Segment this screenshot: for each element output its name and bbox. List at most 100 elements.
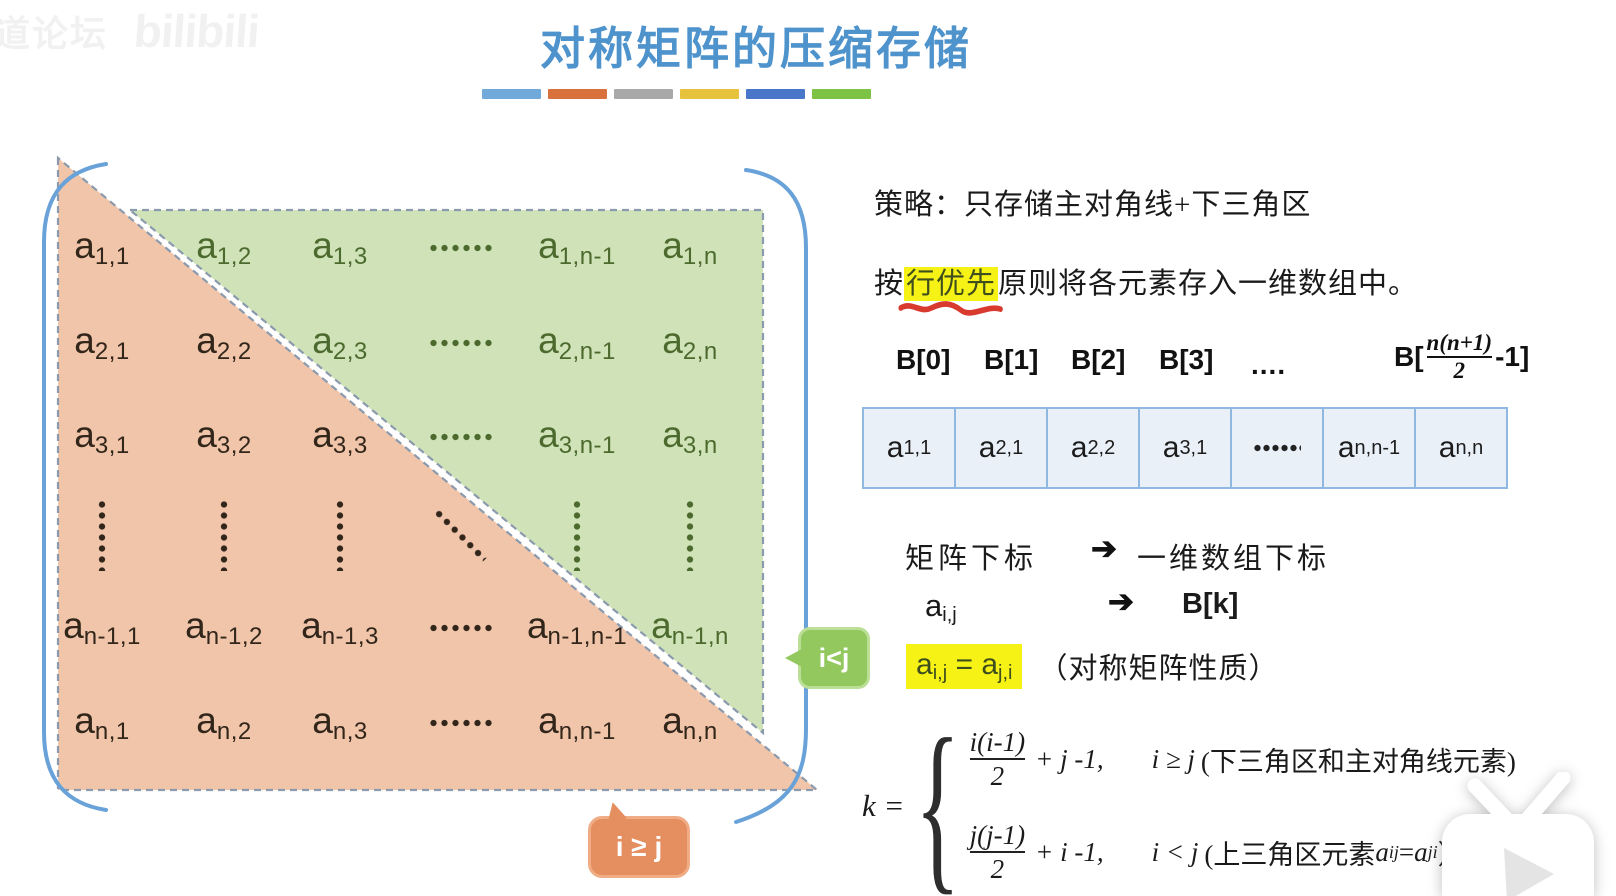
condition: i ≥ j (下三角区和主对角线元素) <box>1151 743 1516 777</box>
b-label-3: B[3] <box>1159 344 1214 375</box>
matrix-cell: an,1 <box>74 700 130 745</box>
rule-prefix: 按 <box>874 268 905 300</box>
divider-bar <box>614 89 673 99</box>
row-priority-line: 按行优先 原则将各元素存入一维数组中。 <box>874 260 1419 316</box>
matrix-cell: an,n-1 <box>538 700 616 745</box>
b-label-last: B[ n(n+1) 2 -1] <box>1394 330 1529 385</box>
matrix-cell: a2,2 <box>196 320 252 365</box>
rule-suffix: 原则将各元素存入一维数组中。 <box>998 268 1419 300</box>
title-divider-bars <box>482 89 871 99</box>
matrix-cell: an-1,1 <box>63 605 141 650</box>
row-priority-highlight: 行优先 <box>898 267 1003 316</box>
formula-cases: i(i-1) 2 + j -1, i ≥ j (下三角区和主对角线元素) j(j… <box>969 726 1516 886</box>
map-arrow-icon: ➔ <box>1091 531 1117 566</box>
b-label-1: B[1] <box>984 344 1039 375</box>
strategy-line: 策略：只存储主对角线+下三角区 <box>874 189 1312 221</box>
lower-triangle <box>56 155 821 792</box>
bilibili-tv-logo-icon <box>1442 772 1594 896</box>
array-element-symbol: B[k] <box>1182 588 1239 620</box>
formula-case-lower: i(i-1) 2 + j -1, i ≥ j (下三角区和主对角线元素) <box>969 727 1516 792</box>
matrix-cell: a2,n-1 <box>538 320 616 365</box>
array-cell: a n,n <box>1414 409 1506 487</box>
matrix-dots <box>685 499 695 571</box>
symmetry-note: （对称矩阵性质） <box>1038 653 1279 686</box>
divider-bar <box>812 89 871 99</box>
matrix-cell: a1,n <box>662 225 718 270</box>
matrix-dots <box>219 499 229 571</box>
b-label-2: B[2] <box>1071 344 1126 375</box>
right-paren <box>734 168 808 824</box>
symmetry-property-line: ai,j = aj,i （对称矩阵性质） <box>906 644 1279 689</box>
callout-upper-triangle: i<j <box>785 627 870 689</box>
matrix-cell: a3,1 <box>74 414 130 459</box>
matrix-dots <box>97 499 107 571</box>
callout-lower-label: i ≥ j <box>615 831 663 862</box>
matrix-cell: an,3 <box>312 700 368 745</box>
callout-lower-triangle: i ≥ j <box>588 799 690 878</box>
matrix-dots <box>428 338 492 348</box>
array-cell: a 1,1 <box>886 431 932 464</box>
matrix-cell: a3,n <box>662 414 718 459</box>
matrix-dots <box>428 243 492 253</box>
matrix-dots <box>428 718 492 728</box>
matrix-element-symbol: ai,j <box>925 588 957 626</box>
matrix-dots <box>428 432 492 442</box>
matrix-cell: an,2 <box>196 700 252 745</box>
matrix-dots <box>335 499 345 571</box>
fraction: i(i-1) 2 <box>969 727 1026 792</box>
index-formula: k = { i(i-1) 2 + j -1, i ≥ j (下三角区和主对角线元… <box>862 700 1516 896</box>
matrix-cell: a1,n-1 <box>538 225 616 270</box>
matrix-cell: a2,n <box>662 320 718 365</box>
array-cell: a 3,1 <box>1138 409 1230 487</box>
array-cell: a n,n-1 <box>1322 409 1414 487</box>
b-last-fraction: n(n+1) 2 <box>1426 330 1493 384</box>
symmetric-matrix-figure: a1,1 a1,2 a1,3 a1,n-1 a1,n a2,1 a2,2 a2,3 a2,n-1… <box>20 140 870 878</box>
divider-bar <box>746 89 805 99</box>
matrix-dots <box>428 623 492 633</box>
matrix-background <box>42 155 821 824</box>
b-last-open: B[ <box>1394 341 1424 373</box>
map-left-label: 矩阵下标 <box>905 543 1038 575</box>
b-label-0: B[0] <box>896 344 951 375</box>
b-label-dots: .... <box>1251 349 1287 380</box>
matrix-cell: a2,3 <box>312 320 368 365</box>
map-right-label: 一维数组下标 <box>1137 543 1330 575</box>
watermark-uploader: 道论坛 <box>0 14 109 54</box>
matrix-cell: an-1,n <box>651 605 729 650</box>
callout-upper-label: i<j <box>818 642 850 673</box>
k-equals: k = <box>862 787 905 823</box>
upper-triangle <box>126 208 765 736</box>
matrix-cell: a1,2 <box>196 225 252 270</box>
callout-tail <box>602 799 628 824</box>
matrix-cell: a1,1 <box>74 225 130 270</box>
matrix-cell: a1,3 <box>312 225 368 270</box>
page-title: 对称矩阵的压缩存储 <box>539 24 972 74</box>
left-paren <box>42 162 108 812</box>
array-cell: a 2,2 <box>1046 409 1138 487</box>
matrix-cell: an-1,2 <box>185 605 263 650</box>
matrix-cell: an-1,3 <box>301 605 379 650</box>
callout-tail <box>785 649 802 667</box>
matrix-cell: an,n <box>662 700 718 745</box>
fraction: j(j-1) 2 <box>969 819 1026 885</box>
rule-highlight-text: 行优先 <box>906 268 997 300</box>
matrix-cell: an-1,n-1 <box>526 605 628 650</box>
one-d-array: a 1,1 a 2,1 a 2,2 a 3,1 a n,n-1 a n,n <box>862 407 1508 489</box>
matrix-cell: a2,1 <box>74 320 130 365</box>
map-arrow-icon: ➔ <box>1108 584 1134 619</box>
divider-bar <box>482 89 541 99</box>
matrix-cell: a3,n-1 <box>538 414 616 459</box>
array-cell-dots <box>1230 409 1322 487</box>
matrix-dots <box>432 500 488 570</box>
divider-bar <box>548 89 607 99</box>
matrix-dots <box>572 499 582 571</box>
symmetry-equation-highlight: ai,j = aj,i <box>906 644 1023 689</box>
matrix-cell: a3,3 <box>312 414 368 459</box>
b-last-close: -1] <box>1495 341 1530 373</box>
divider-bar <box>680 89 739 99</box>
matrix-cell: a3,2 <box>196 414 252 459</box>
red-underline <box>898 301 1003 316</box>
curly-brace: { <box>915 700 961 896</box>
array-cell: a 2,1 <box>954 409 1046 487</box>
